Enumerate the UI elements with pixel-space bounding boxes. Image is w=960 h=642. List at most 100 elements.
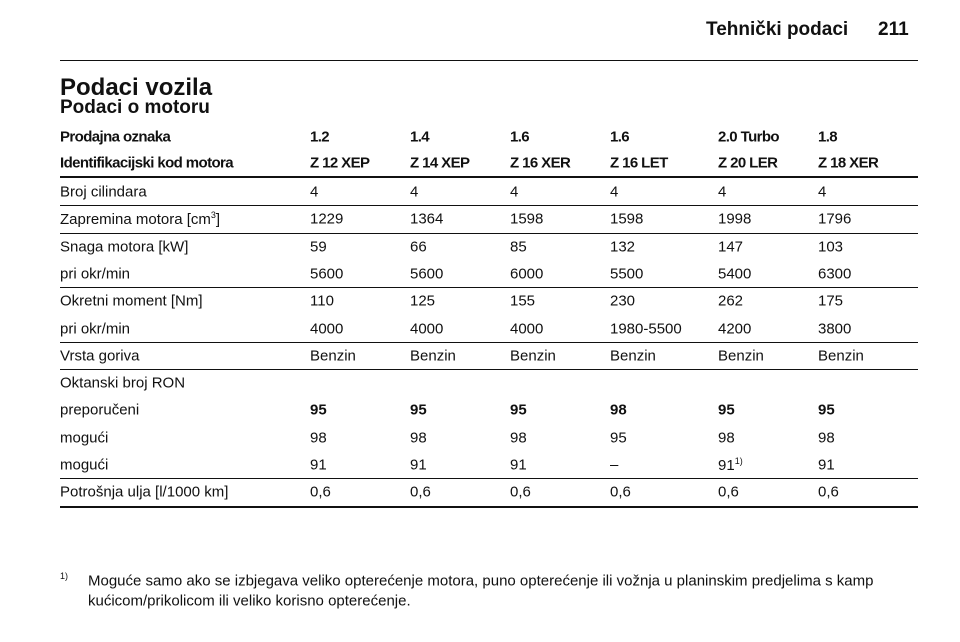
header-cell: 2.0 Turbo [718, 128, 780, 146]
cell: 110 [310, 292, 334, 310]
cell: 4 [610, 183, 619, 201]
cell: 4 [718, 183, 727, 201]
row-label: Vrsta goriva [60, 347, 140, 365]
cell: 98 [818, 429, 835, 447]
header-cell: 1.2 [310, 128, 330, 146]
footnote-marker: 1) [60, 571, 69, 581]
cell: 91 [310, 456, 327, 474]
cell: 0,6 [818, 483, 839, 501]
cell: 95 [610, 429, 627, 447]
cell: 262 [718, 292, 744, 310]
table-rule [60, 232, 918, 234]
cell: 911) [718, 456, 743, 474]
cell: 0,6 [610, 483, 631, 501]
table-rule [60, 287, 918, 289]
footnote-line: kućicom/prikolicom ili veliko korisno op… [88, 592, 411, 610]
footnote-line: Moguće samo ako se izbjegava veliko opte… [88, 572, 874, 590]
text-part: 91 [718, 457, 735, 474]
cell: 95 [310, 401, 327, 419]
cell: 155 [510, 292, 536, 310]
cell: Benzin [818, 347, 864, 365]
cell: 3800 [818, 320, 852, 337]
header-cell: 1.4 [410, 128, 430, 146]
cell: 132 [610, 238, 636, 256]
cell: Benzin [410, 347, 456, 365]
table-rule [60, 478, 918, 480]
cell: 95 [410, 401, 427, 419]
row-label: mogući [60, 429, 109, 447]
cell: 0,6 [510, 483, 531, 501]
cell: 98 [718, 429, 735, 447]
cell: 5600 [410, 265, 444, 283]
row-label: Oktanski broj RON [60, 374, 186, 392]
header-label: Identifikacijski kod motora [60, 154, 234, 172]
header-cell: Z 14 XEP [410, 154, 470, 172]
cell: 103 [818, 238, 844, 256]
cell: 4 [410, 183, 419, 201]
cell: 91 [510, 456, 527, 474]
cell: 1229 [310, 210, 344, 228]
superscript: 1) [734, 456, 743, 466]
text-part: ] [215, 211, 221, 229]
cell: 1598 [610, 210, 644, 228]
cell: 95 [818, 401, 835, 419]
cell: 0,6 [718, 483, 739, 501]
table-rule [60, 369, 918, 371]
cell: 95 [510, 401, 527, 419]
cell: Benzin [718, 347, 764, 365]
cell: 98 [410, 429, 427, 447]
cell: 4 [310, 183, 319, 201]
cell: 6000 [510, 265, 544, 283]
cell: 5500 [610, 265, 644, 283]
cell: 4000 [410, 320, 444, 337]
cell: 91 [818, 456, 835, 474]
table-rule [60, 176, 918, 178]
cell: 147 [718, 238, 744, 256]
table-rule [60, 205, 918, 207]
cell: 85 [510, 238, 527, 256]
cell: 230 [610, 292, 636, 310]
page-number: 211 [878, 19, 909, 40]
cell: 1980-5500 [610, 320, 682, 337]
row-label: Potrošnja ulja [l/1000 km] [60, 483, 229, 501]
cell: 4 [510, 183, 519, 201]
cell: 98 [610, 401, 627, 419]
header-rule [60, 60, 918, 61]
row-label: pri okr/min [60, 320, 131, 337]
header-cell: Z 12 XEP [310, 154, 370, 172]
cell: 0,6 [410, 483, 431, 501]
header-cell: 1.6 [610, 128, 630, 146]
header-cell: 1.6 [510, 128, 530, 146]
cell: 66 [410, 238, 427, 256]
cell: 59 [310, 238, 327, 256]
cell: 1598 [510, 210, 544, 228]
cell: 5400 [718, 265, 752, 283]
header-label: Prodajna oznaka [60, 128, 171, 146]
subtitle: Podaci o motoru [60, 97, 210, 118]
row-label: preporučeni [60, 401, 140, 419]
header-cell: Z 18 XER [818, 154, 879, 172]
cell: 98 [510, 429, 527, 447]
row-label: mogući [60, 456, 109, 474]
cell: 4000 [310, 320, 344, 337]
cell: Benzin [610, 347, 656, 365]
title: Podaci vozila [60, 74, 213, 101]
cell: 6300 [818, 265, 852, 283]
cell: 4 [818, 183, 827, 201]
text-part: Zapremina motora [cm [60, 211, 211, 229]
cell: 5600 [310, 265, 344, 283]
header-cell: Z 16 LET [610, 154, 668, 172]
cell: 0,6 [310, 483, 331, 501]
cell: 4000 [510, 320, 544, 337]
cell: 1796 [818, 210, 852, 228]
table-rule [60, 341, 918, 343]
superscript: 3 [210, 210, 216, 221]
header-cell: Z 20 LER [718, 154, 778, 172]
row-label: Okretni moment [Nm] [60, 292, 203, 310]
header-cell: 1.8 [818, 128, 838, 146]
cell: 1998 [718, 210, 752, 228]
cell: – [610, 456, 619, 474]
row-label: Snaga motora [kW] [60, 238, 189, 256]
cell: 98 [310, 429, 327, 447]
